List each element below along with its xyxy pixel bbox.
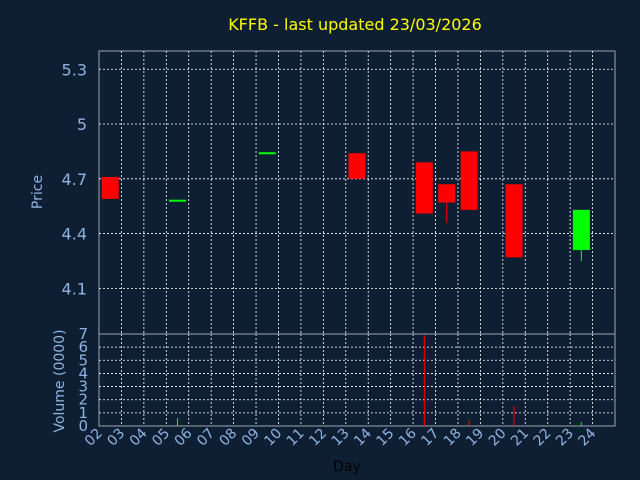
x-axis-label: Day — [333, 459, 361, 475]
volume-panel: 0203040506070809101112131415161718192021… — [78, 325, 616, 449]
price-panel: 4.1 4.4 4.7 5 5.3 — [62, 50, 616, 335]
price-y-tick-label: 4.1 — [62, 279, 87, 298]
price-y-tick-label: 4.7 — [62, 170, 87, 189]
candle-body — [169, 199, 187, 202]
volume-y-tick-label: 6 — [78, 338, 88, 356]
candle-body — [572, 209, 590, 251]
volume-axis-label: Volume (0000) — [52, 329, 68, 432]
volume-plot-frame — [98, 333, 616, 427]
volume-y-tick-label: 1 — [78, 404, 88, 422]
price-y-tick-label: 5 — [77, 115, 87, 134]
price-y-tick-label: 4.4 — [62, 225, 87, 244]
volume-y-tick-label: 3 — [78, 378, 88, 396]
candle-body — [415, 162, 433, 214]
volume-y-tick-label: 5 — [78, 351, 88, 369]
volume-y-tick-label: 7 — [78, 325, 88, 343]
candle-body — [505, 184, 523, 258]
volume-y-tick-label: 0 — [78, 417, 88, 435]
chart-title: KFFB - last updated 23/03/2026 — [228, 15, 482, 34]
candle-body — [438, 184, 456, 203]
candle-body — [258, 152, 276, 155]
volume-y-tick-label: 2 — [78, 391, 88, 409]
volume-y-tick-label: 4 — [78, 364, 88, 382]
candle-body — [348, 153, 366, 179]
candle-body — [460, 151, 478, 210]
price-axis-label: Price — [30, 175, 46, 209]
price-y-tick-label: 5.3 — [62, 60, 87, 79]
candle-body — [101, 176, 119, 199]
